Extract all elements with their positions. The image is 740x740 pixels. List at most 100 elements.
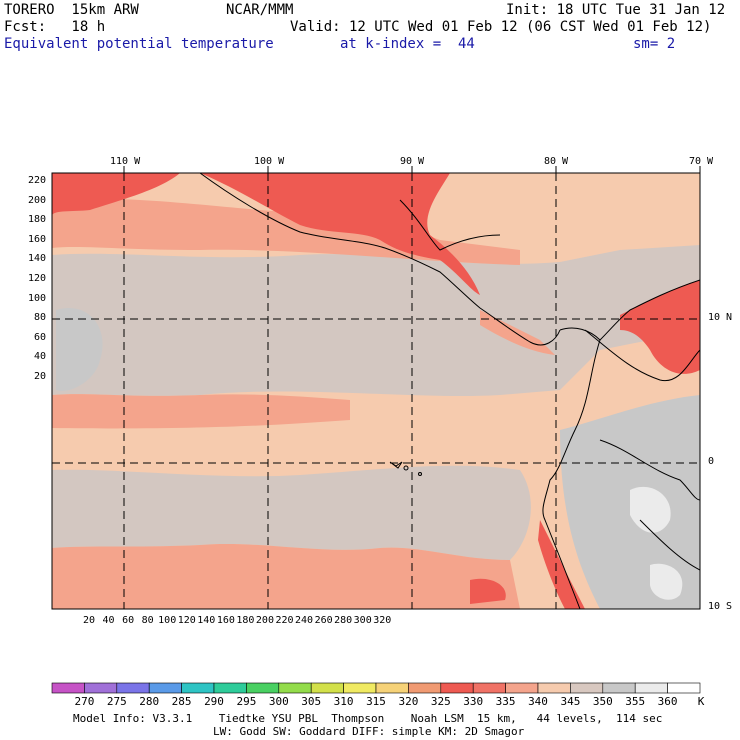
colorbar [51,682,701,694]
bottom-tick-label: 40 [102,615,115,626]
lon-label-110w: 110 W [110,156,141,167]
colorbar-swatch [213,682,247,694]
colorbar-swatch [602,682,636,694]
gray-band-center [56,308,103,391]
colorbar-label: 315 [366,695,386,708]
level-label: at k-index = 44 [340,36,475,52]
colorbar-label: 335 [495,695,516,708]
colorbar-swatch [537,682,571,694]
lat-label-0: 0 [708,456,715,467]
white-andes [630,486,671,533]
left-tick-label: 40 [33,351,46,363]
lon-label-70w: 70 W [689,156,714,167]
colorbar-label: 270 [74,695,95,708]
field-shading [52,173,700,609]
colorbar-label: 300 [268,695,289,708]
valid-time: Valid: 12 UTC Wed 01 Feb 12 (06 CST Wed … [290,19,712,35]
colorbar-label: 360 [657,695,678,708]
bottom-tick-label: 300 [353,615,372,626]
lat-label-10n: 10 N [708,312,733,323]
gray-band-north [52,245,700,397]
bottom-tick-label: 20 [82,615,96,626]
colorbar-label: 275 [106,695,127,708]
smoothing-label: sm= 2 [633,36,676,52]
bottom-tick-label: 140 [197,615,216,626]
gray-band-south [52,465,531,560]
bottom-tick-label: 180 [236,615,255,626]
map-frame [51,172,701,610]
bottom-tick-label: 160 [216,615,235,626]
colorbar-swatch [505,682,539,694]
forecast-hour: Fcst: 18 h [4,19,106,35]
warm-band-south [52,543,520,609]
bottom-tick-label: 60 [122,615,135,626]
colorbar-label: 305 [301,695,322,708]
left-tick-label: 100 [27,292,46,304]
colorbar-label: 290 [204,695,224,708]
colorbar-swatch [148,682,182,694]
bottom-tick-label: 80 [141,615,154,626]
lon-label-90w: 90 W [400,156,425,167]
colorbar-label: 280 [139,695,160,708]
colorbar-swatch [84,682,118,694]
colorbar-unit: K [697,695,705,708]
colorbar-swatch [570,682,604,694]
left-tick-label: 80 [33,312,46,324]
colorbar-label: 310 [333,695,354,708]
bottom-tick-label: 100 [158,615,177,626]
bottom-tick-label: 280 [334,615,353,626]
left-tick-label: 200 [27,194,46,206]
white-andes-south [650,563,683,600]
colorbar-label: 345 [560,695,581,708]
init-time: Init: 18 UTC Tue 31 Jan 12 [506,2,726,18]
colorbar-label: 285 [171,695,192,708]
colorbar-label: 325 [430,695,451,708]
colorbar-label: 355 [625,695,646,708]
colorbar-swatch [246,682,280,694]
left-tick-label: 60 [33,331,46,343]
hot-south [470,578,506,604]
hot-mexico [200,173,480,295]
bottom-tick-label: 120 [177,615,196,626]
lat-label-10s: 10 S [708,601,733,612]
top-tick-marks [123,166,701,173]
field-name: Equivalent potential temperature [4,36,274,52]
left-tick-label: 160 [27,233,46,245]
bottom-tick-label: 200 [255,615,274,626]
left-tick-label: 180 [27,214,46,226]
colorbar-swatch [310,682,344,694]
hot-colombia [620,280,700,374]
colorbar-swatch [408,682,442,694]
colorbar-label: 330 [463,695,484,708]
colorbar-swatch [278,682,312,694]
colorbar-label: 340 [528,695,548,708]
left-tick-label: 220 [27,175,46,186]
lon-label-100w: 100 W [254,156,285,167]
bottom-tick-label: 260 [314,615,333,626]
colorbar-swatch [472,682,506,694]
lat-lon-grid [52,173,700,609]
colorbar-swatch [181,682,215,694]
hot-peru-coast [538,520,585,609]
left-tick-label: 140 [27,253,46,265]
colorbar-swatch [116,682,150,694]
left-tick-label: 20 [33,371,46,382]
physics-info: LW: Godd SW: Goddard DIFF: simple KM: 2D… [213,725,525,738]
hot-nw [52,173,180,215]
colorbar-swatch [667,682,701,694]
coastlines [199,173,700,609]
org-label: NCAR/MMM [226,2,294,18]
bottom-tick-label: 220 [275,615,294,626]
model-info: Model Info: V3.3.1 Tiedtke YSU PBL Thomp… [73,712,663,725]
colorbar-swatch [51,682,85,694]
bottom-tick-label: 240 [295,615,314,626]
colorbar-label: 350 [592,695,613,708]
colorbar-swatch [634,682,668,694]
colorbar-label: 320 [398,695,419,708]
colorbar-swatch [343,682,377,694]
lon-label-80w: 80 W [544,156,569,167]
left-tick-label: 120 [27,273,46,284]
colorbar-swatch [440,682,474,694]
warm-band-west [52,394,350,429]
